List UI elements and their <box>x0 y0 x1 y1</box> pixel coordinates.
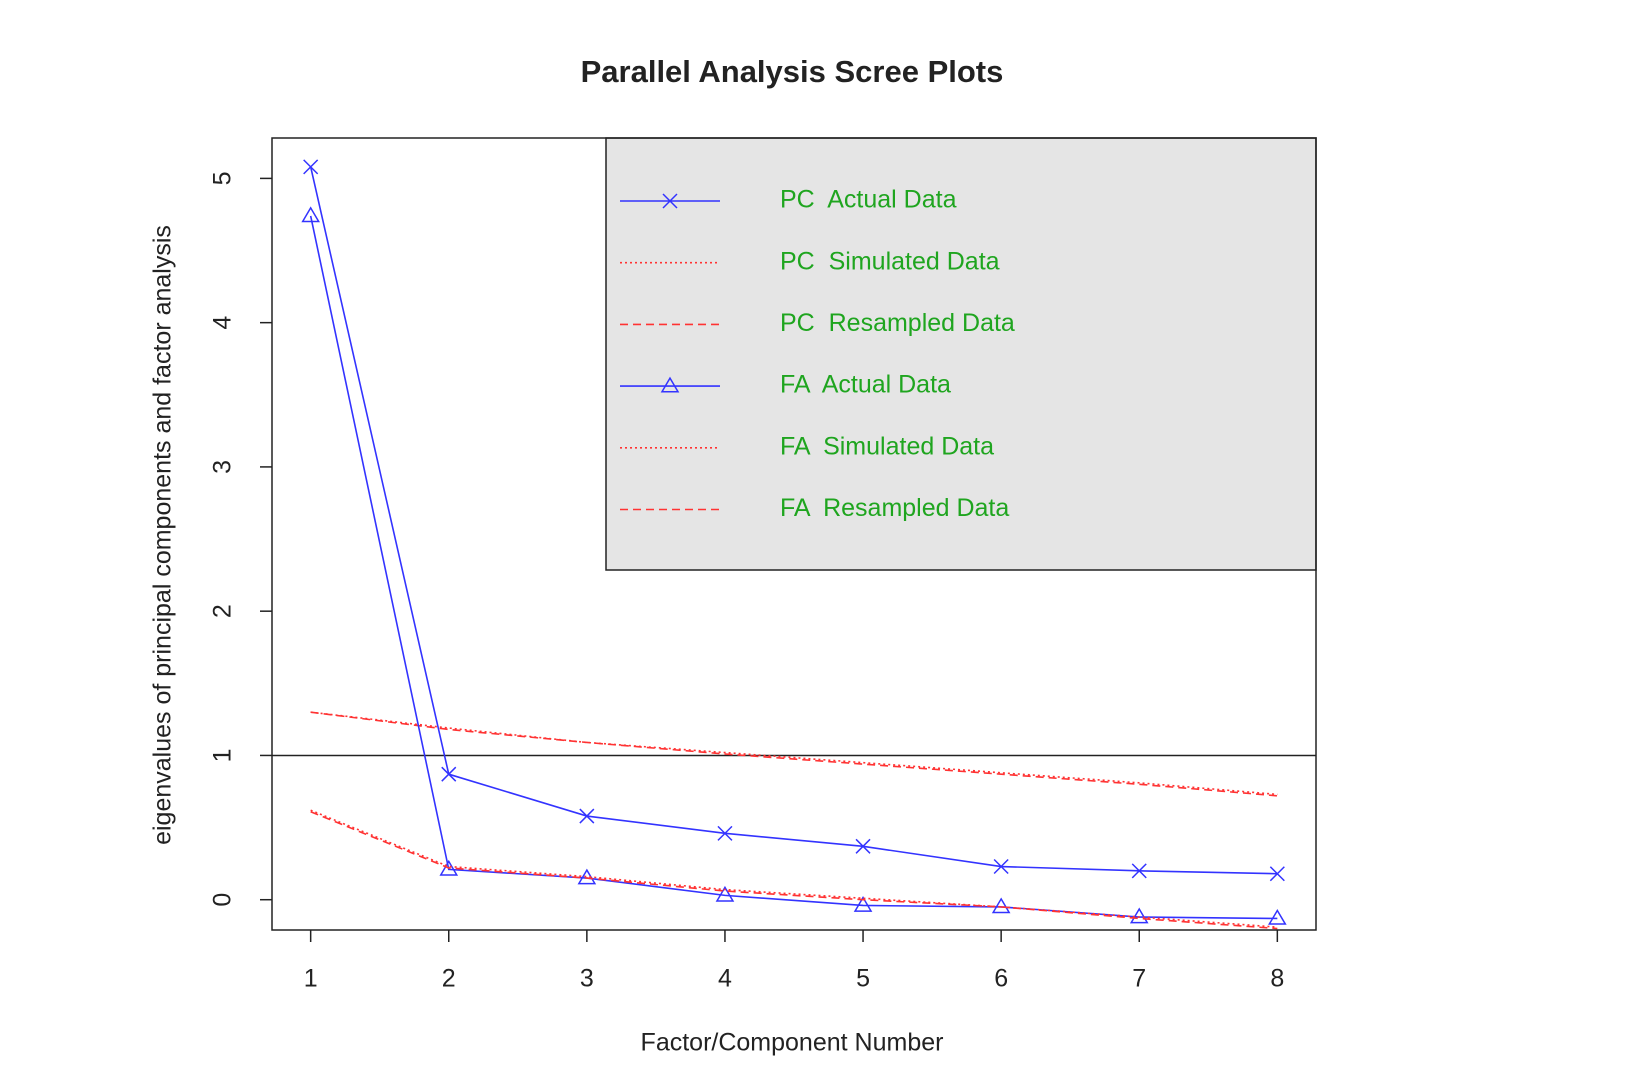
marker <box>991 897 1011 914</box>
series-line <box>310 711 1278 797</box>
x-tick-label: 6 <box>994 965 1008 993</box>
marker <box>1129 907 1149 924</box>
marker <box>853 895 873 912</box>
marker <box>1131 863 1147 879</box>
y-tick-label: 1 <box>209 748 237 762</box>
x-tick-label: 8 <box>1270 965 1284 993</box>
legend-box <box>605 137 1317 571</box>
y-tick-label: 5 <box>209 171 237 185</box>
legend-label: FA Actual Data <box>780 371 951 399</box>
y-axis-label: eigenvalues of principal components and … <box>149 225 177 845</box>
series-line <box>309 166 1278 875</box>
legend-label: FA Resampled Data <box>780 494 1009 522</box>
chart-title: Parallel Analysis Scree Plots <box>581 54 1004 89</box>
y-tick-label: 0 <box>209 893 237 907</box>
x-tick-label: 7 <box>1132 965 1146 993</box>
x-axis-label: Factor/Component Number <box>641 1029 944 1057</box>
legend-label: PC Actual Data <box>780 186 957 214</box>
marker <box>717 825 733 841</box>
series-line <box>310 711 1278 796</box>
legend-label: PC Resampled Data <box>780 309 1015 337</box>
marker <box>662 193 678 209</box>
legend-label: FA Simulated Data <box>780 432 994 460</box>
plot-frame <box>271 137 1317 931</box>
marker <box>441 766 457 782</box>
x-tick-label: 1 <box>304 965 318 993</box>
y-tick-label: 2 <box>209 604 237 618</box>
marker <box>855 838 871 854</box>
legend-label: PC Simulated Data <box>780 247 1000 275</box>
x-tick-label: 5 <box>856 965 870 993</box>
x-tick-label: 2 <box>442 965 456 993</box>
marker <box>993 858 1009 875</box>
marker <box>579 808 595 824</box>
y-tick-label: 4 <box>209 316 237 330</box>
marker <box>439 859 459 876</box>
y-tick-label: 3 <box>209 460 237 474</box>
marker <box>577 868 597 885</box>
marker <box>303 159 319 175</box>
marker <box>1268 908 1287 925</box>
x-tick-label: 4 <box>718 965 732 993</box>
marker <box>660 376 680 393</box>
marker <box>1269 866 1285 882</box>
series-line <box>310 809 1278 928</box>
marker <box>301 206 320 223</box>
series-line <box>309 215 1278 920</box>
x-tick-label: 3 <box>580 965 594 993</box>
series-line <box>310 810 1278 930</box>
marker <box>715 885 735 902</box>
